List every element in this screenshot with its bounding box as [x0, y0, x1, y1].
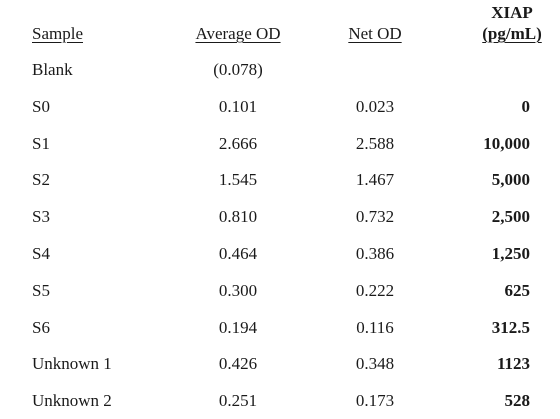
- cell-net-od: 0.023: [355, 97, 395, 116]
- cell-xiap: 528: [504, 391, 531, 410]
- cell-xiap: 0: [521, 97, 531, 116]
- cell-average-od: (0.078): [213, 60, 263, 79]
- cell-sample: S5: [32, 281, 50, 300]
- cell-xiap: 10,000: [483, 134, 530, 153]
- cell-sample: S2: [32, 170, 50, 189]
- cell-net-od: 0.222: [355, 281, 395, 300]
- header-xiap: XIAP (pg/mL): [472, 2, 552, 44]
- cell-xiap: 312.5: [491, 318, 530, 337]
- cell-average-od: 1.545: [218, 170, 258, 189]
- cell-sample: S0: [32, 97, 50, 116]
- cell-average-od: 0.426: [218, 354, 258, 373]
- cell-xiap: 1,250: [491, 244, 530, 263]
- cell-net-od: 1.467: [355, 170, 395, 189]
- cell-sample: Unknown 2: [32, 391, 112, 410]
- cell-sample: Blank: [32, 60, 73, 79]
- cell-xiap: 625: [504, 281, 531, 300]
- cell-sample: S1: [32, 134, 50, 153]
- cell-net-od: 0.173: [355, 391, 395, 410]
- cell-net-od: 0.732: [355, 207, 395, 226]
- cell-net-od: 2.588: [355, 134, 395, 153]
- cell-xiap: 5,000: [491, 170, 530, 189]
- cell-average-od: 0.810: [218, 207, 258, 226]
- header-xiap-unit: (pg/mL): [482, 24, 542, 43]
- cell-sample: S3: [32, 207, 50, 226]
- cell-average-od: 0.194: [218, 318, 258, 337]
- header-xiap-name: XIAP: [491, 3, 533, 22]
- header-average-od: Average OD: [195, 24, 281, 43]
- cell-sample: Unknown 1: [32, 354, 112, 373]
- cell-average-od: 0.251: [218, 391, 258, 410]
- cell-sample: S6: [32, 318, 50, 337]
- cell-xiap: 1123: [496, 354, 530, 373]
- cell-net-od: 0.116: [356, 318, 394, 337]
- cell-net-od: 0.386: [355, 244, 395, 263]
- cell-net-od: 0.348: [355, 354, 395, 373]
- cell-average-od: 0.464: [218, 244, 258, 263]
- cell-average-od: 0.101: [218, 97, 258, 116]
- header-sample: Sample: [32, 24, 83, 43]
- cell-average-od: 0.300: [218, 281, 258, 300]
- header-net-od: Net OD: [348, 24, 402, 43]
- cell-average-od: 2.666: [218, 134, 258, 153]
- cell-sample: S4: [32, 244, 50, 263]
- cell-xiap: 2,500: [491, 207, 530, 226]
